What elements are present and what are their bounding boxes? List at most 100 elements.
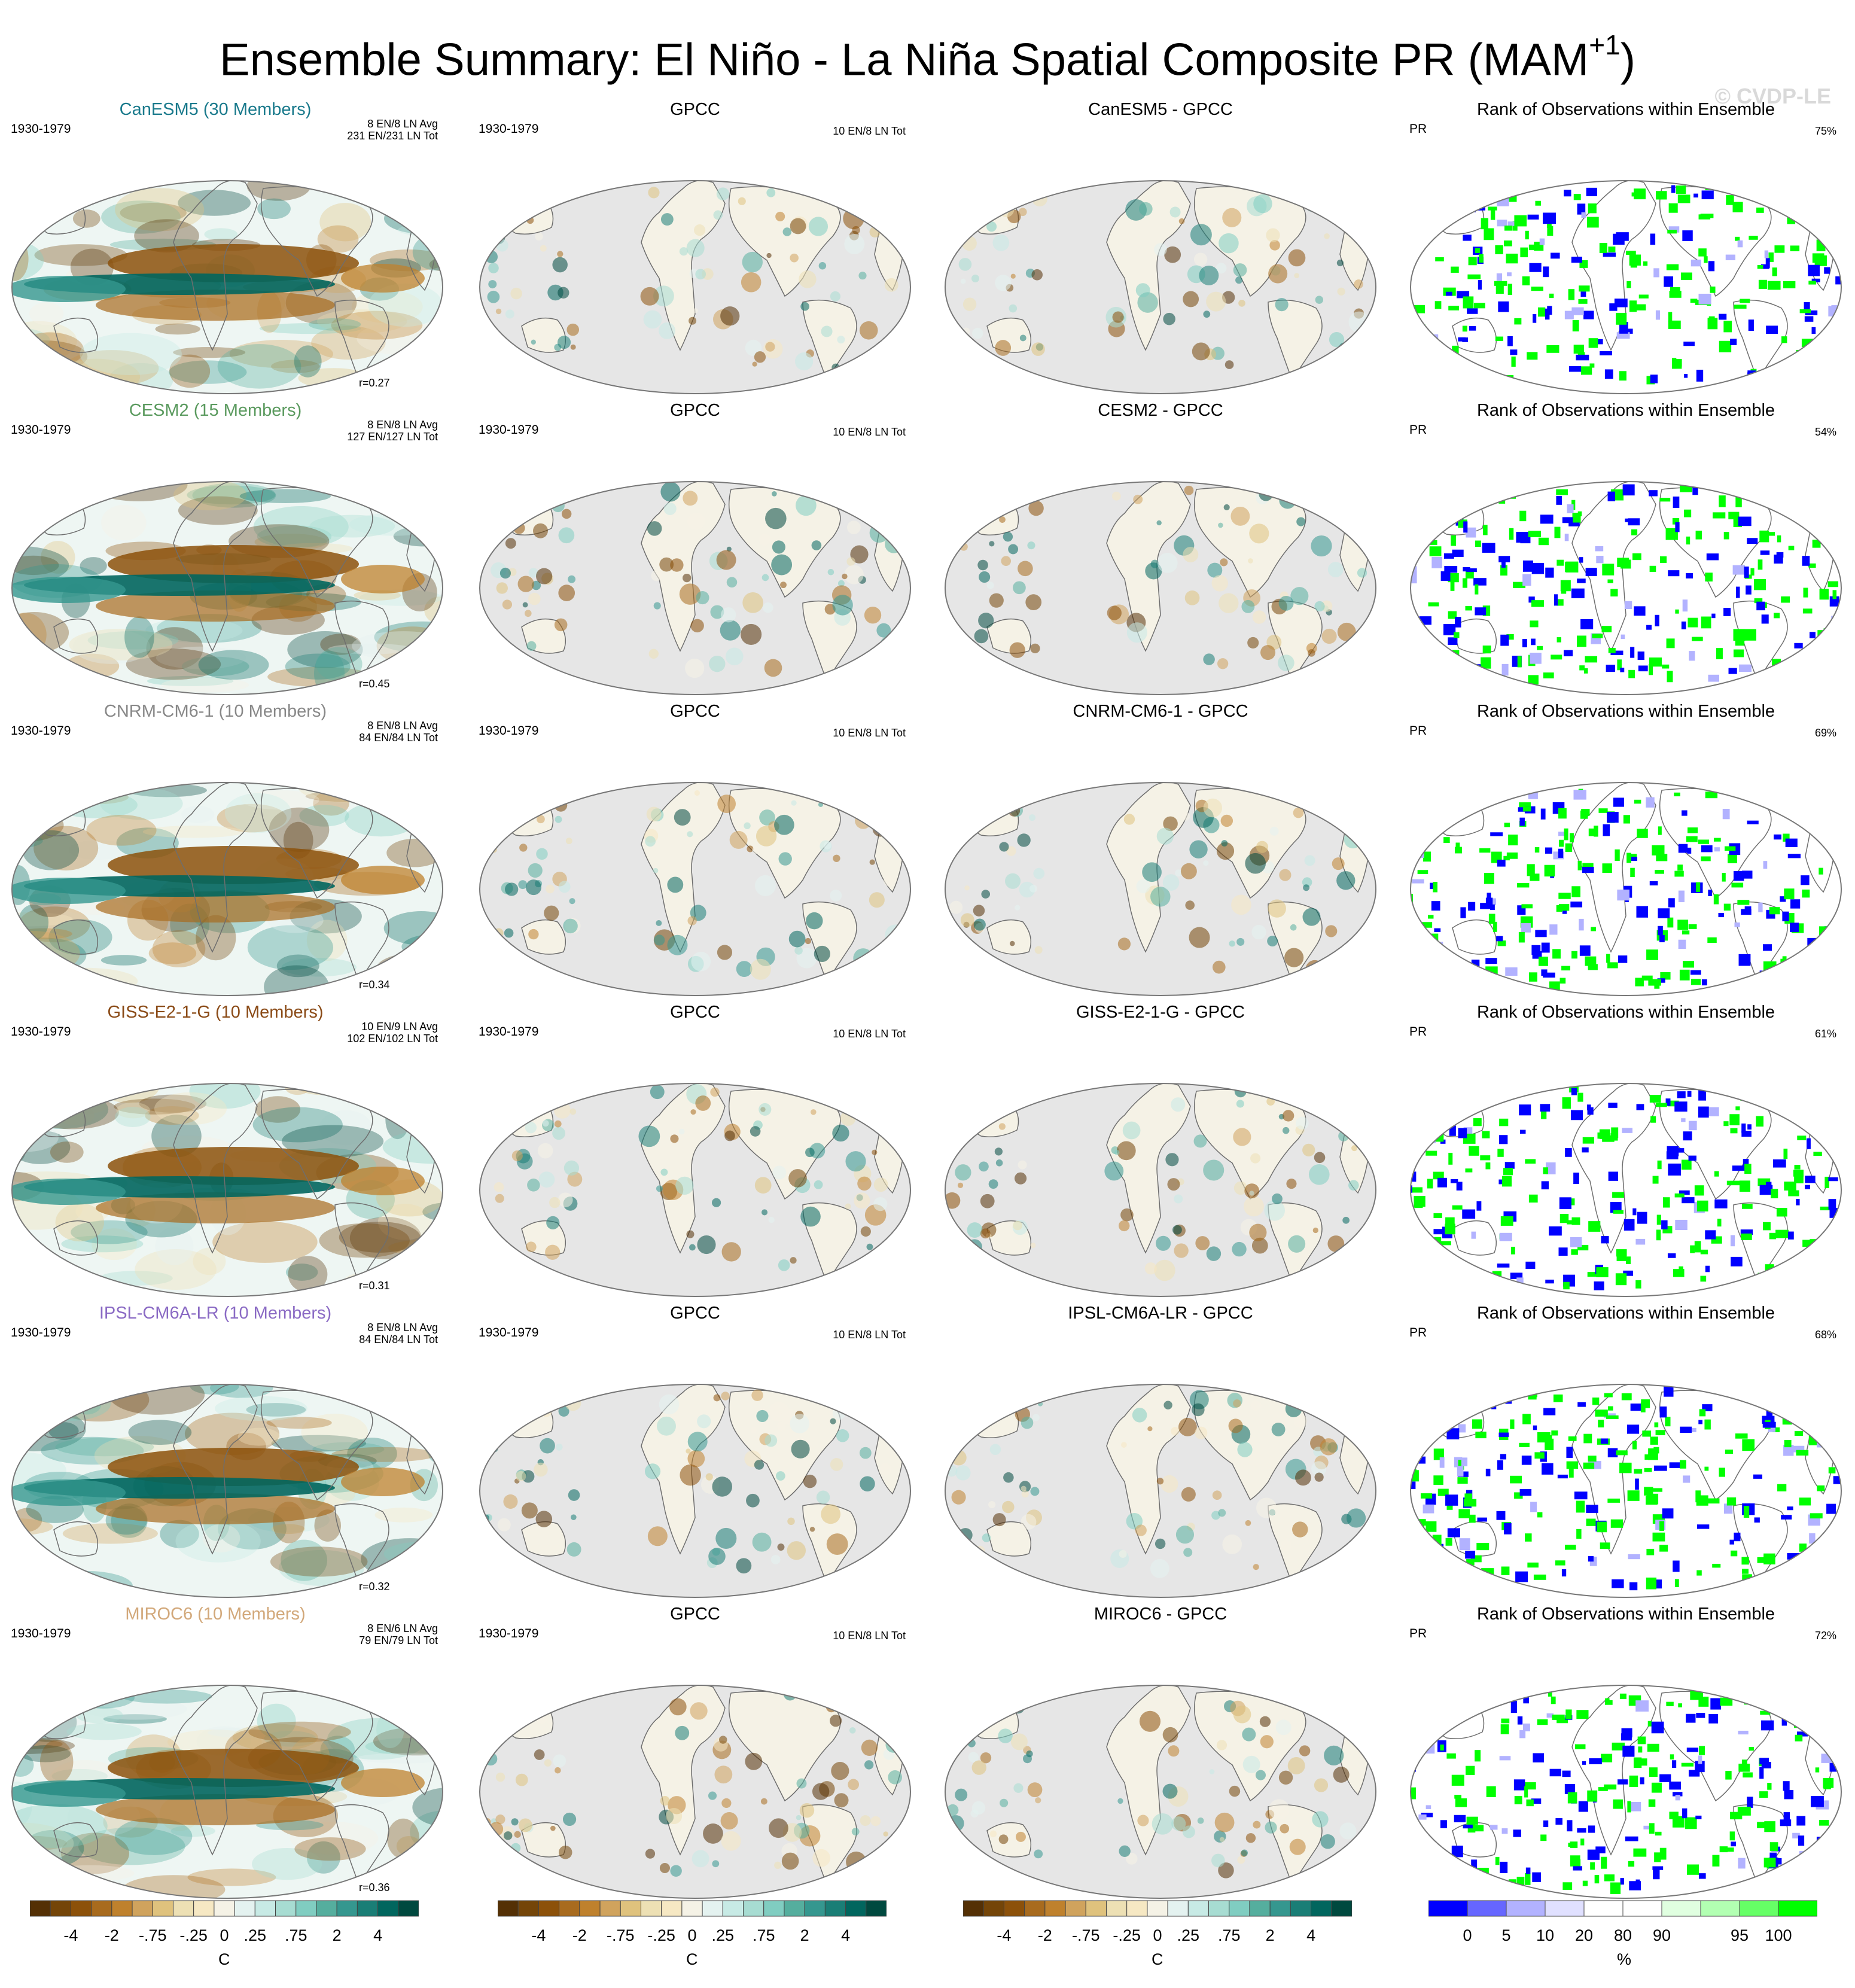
rank-map (1410, 1384, 1842, 1598)
colorbar-tick-label: 2 (800, 1926, 809, 1944)
period-label: 1930-1979 (479, 724, 539, 738)
obs-map (479, 1083, 911, 1297)
colorbar-rank: 0 5 10 20 80 90 95 100% (1428, 1899, 1818, 1983)
panel-title-model: CNRM-CM6-1 (10 Members) (103, 702, 327, 721)
panel-diff: CNRM-CM6-1 - GPCC (933, 701, 1388, 997)
colorbar-swatch (1545, 1900, 1585, 1917)
obs-map (479, 1685, 911, 1899)
colorbar-tick-label: .25 (711, 1926, 735, 1944)
colorbar-swatch (275, 1900, 297, 1917)
colorbar-tick-label: -.75 (1071, 1926, 1100, 1944)
colorbar-unit: C (218, 1950, 230, 1968)
colorbar-swatch (804, 1900, 826, 1917)
panel-title-diff: CNRM-CM6-1 - GPCC (1073, 702, 1248, 721)
colorbar-tick-label: 0 (220, 1926, 229, 1944)
colorbar-tick-label: .75 (284, 1926, 307, 1944)
rank-variable: PR (1409, 122, 1427, 136)
panel-title-rank: Rank of Observations within Ensemble (1476, 401, 1775, 420)
colorbar-swatch (398, 1900, 419, 1917)
obs-map (479, 180, 911, 394)
colorbar-swatch (152, 1900, 173, 1917)
colorbar-swatch (1739, 1900, 1779, 1917)
colorbar-swatch (497, 1900, 519, 1917)
colorbar-swatch (70, 1900, 92, 1917)
panel-model: CanESM5 (30 Members) 1930-1979 8 EN/8 LN A… (0, 99, 455, 395)
colorbar-tick-label: -.75 (606, 1926, 635, 1944)
colorbar-swatch (254, 1900, 276, 1917)
panel-model: IPSL-CM6A-LR (10 Members) 1930-1979 8 EN/8… (0, 1302, 455, 1599)
colorbar-swatch (1229, 1900, 1250, 1917)
colorbar-swatch (702, 1900, 723, 1917)
colorbar-swatch (517, 1900, 539, 1917)
rank-map (1410, 1083, 1842, 1297)
colorbar-swatch (132, 1900, 153, 1917)
colorbar-tick-label: 4 (841, 1926, 851, 1944)
colorbar-tick-label: .75 (752, 1926, 775, 1944)
panel-title-model: MIROC6 (10 Members) (125, 1605, 306, 1624)
rank-variable: PR (1409, 724, 1427, 738)
rank-map (1410, 481, 1842, 695)
colorbar-swatch (1249, 1900, 1271, 1917)
colorbar-tick-label: .25 (1177, 1926, 1200, 1944)
count-label: 8 EN/6 LN Avg 79 EN/79 LN Tot (359, 1622, 438, 1646)
panel-obs: GPCC 1930-1979 10 EN/8 LN Tot (468, 99, 922, 395)
model-map (11, 782, 443, 996)
rank-percent: 61% (1814, 1028, 1836, 1040)
panel-model: CNRM-CM6-1 (10 Members) 1930-1979 8 EN/8 L… (0, 701, 455, 997)
period-label: 1930-1979 (479, 1627, 539, 1640)
watermark: © CVDP-LE (1714, 84, 1831, 108)
colorbar-swatch (1583, 1900, 1623, 1917)
rank-variable: PR (1409, 423, 1427, 437)
colorbar-tick-label: 90 (1652, 1926, 1671, 1944)
period-label: 1930-1979 (479, 122, 539, 136)
panel-title-obs: GPCC (670, 702, 720, 721)
colorbar-swatch (377, 1900, 399, 1917)
rank-percent: 68% (1814, 1329, 1836, 1341)
colorbar-model: -4 -2 -.75 -.25 0 .25 .75 2 4 C (29, 1899, 419, 1983)
total-count: 102 EN/102 LN Tot (347, 1033, 438, 1045)
colorbar-swatch (91, 1900, 112, 1917)
colorbar-swatch (1428, 1900, 1468, 1917)
colorbar-tick-label: 4 (1306, 1926, 1316, 1944)
period-label: 1930-1979 (11, 122, 71, 136)
diff-map (945, 1083, 1376, 1297)
avg-count: 8 EN/6 LN Avg (367, 1622, 438, 1634)
colorbar-diff: -4 -2 -.75 -.25 0 .25 .75 2 4 C (962, 1899, 1353, 1983)
colorbar-swatch (296, 1900, 317, 1917)
panel-rank: Rank of Observations within Ensemble PR 54… (1399, 400, 1853, 696)
count-label: 8 EN/8 LN Avg 127 EN/127 LN Tot (347, 419, 438, 443)
pattern-correlation: r=0.45 (359, 678, 390, 690)
panel-title-diff: CESM2 - GPCC (1098, 401, 1223, 420)
diff-map (945, 1384, 1376, 1598)
panel-title-obs: GPCC (670, 1304, 720, 1323)
colorbar-tick-label: -.25 (179, 1926, 208, 1944)
panel-title-rank: Rank of Observations within Ensemble (1476, 100, 1775, 119)
colorbar-tick-label: -4 (531, 1926, 546, 1944)
panel-rank: Rank of Observations within Ensemble PR 75… (1399, 99, 1853, 395)
obs-count-label: 10 EN/8 LN Tot (833, 727, 906, 739)
colorbar-tick-label: .75 (1217, 1926, 1241, 1944)
colorbar-tick-label: 5 (1501, 1926, 1511, 1944)
obs-count-label: 10 EN/8 LN Tot (833, 1028, 906, 1040)
diff-map (945, 481, 1376, 695)
pattern-correlation: r=0.36 (359, 1882, 390, 1893)
panel-title-model: CanESM5 (30 Members) (119, 100, 312, 119)
colorbar-swatch (1003, 1900, 1025, 1917)
panel-title-obs: GPCC (670, 100, 720, 119)
total-count: 84 EN/84 LN Tot (359, 1334, 438, 1345)
colorbar-swatch (1311, 1900, 1332, 1917)
colorbar-swatch (29, 1900, 51, 1917)
colorbar-swatch (316, 1900, 337, 1917)
total-count: 231 EN/231 LN Tot (347, 130, 438, 142)
panel-title-rank: Rank of Observations within Ensemble (1476, 1304, 1775, 1323)
count-label: 10 EN/9 LN Avg 102 EN/102 LN Tot (347, 1021, 438, 1045)
colorbar-tick-label: 2 (332, 1926, 342, 1944)
colorbar-obs: -4 -2 -.75 -.25 0 .25 .75 2 4 C (497, 1899, 887, 1983)
colorbar-swatch (1208, 1900, 1230, 1917)
colorbar-model-swatches (29, 1900, 419, 1917)
colorbar-swatch (579, 1900, 601, 1917)
colorbar-swatch (599, 1900, 621, 1917)
colorbar-swatch (1661, 1900, 1701, 1917)
colorbar-swatch (538, 1900, 560, 1917)
panel-obs: GPCC 1930-1979 10 EN/8 LN Tot (468, 400, 922, 696)
